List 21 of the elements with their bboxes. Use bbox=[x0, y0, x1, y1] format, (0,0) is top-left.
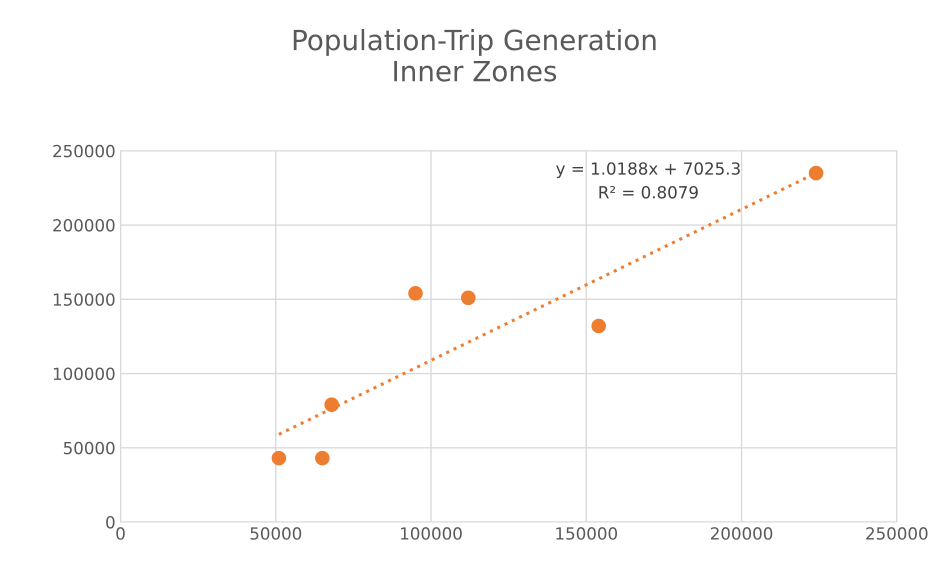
x-tick-label: 0 bbox=[116, 527, 125, 540]
point bbox=[315, 450, 330, 466]
point bbox=[272, 450, 286, 466]
x-tick-label: 200000 bbox=[710, 527, 772, 540]
x-tick-label: 250000 bbox=[866, 527, 928, 540]
x-tick-label: 150000 bbox=[556, 527, 617, 540]
point bbox=[461, 290, 476, 306]
y-tick-label: 250000 bbox=[53, 144, 115, 158]
point bbox=[408, 286, 423, 301]
x-tick-label: 50000 bbox=[250, 527, 302, 540]
y-tick-label: 200000 bbox=[53, 219, 115, 232]
point bbox=[808, 166, 824, 180]
y-tick-label: 50000 bbox=[64, 442, 115, 454]
point bbox=[324, 397, 339, 412]
annotation: y = 1.0188x + 7025.3 R² = 0.8079 bbox=[556, 162, 740, 199]
y-tick-label: 0 bbox=[106, 516, 115, 529]
y-tick-label: 100000 bbox=[54, 367, 115, 380]
point bbox=[591, 318, 606, 334]
x-tick-label: 100000 bbox=[401, 527, 462, 540]
y-tick-label: 150000 bbox=[54, 293, 115, 306]
chart-title: Population-Trip Generation Inner Zones bbox=[294, 29, 656, 82]
